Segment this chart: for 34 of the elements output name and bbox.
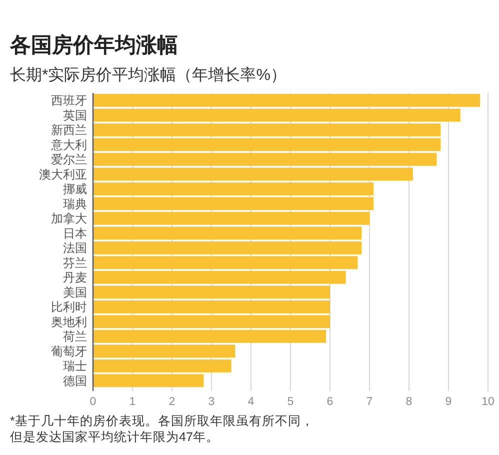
category-label: 日本	[63, 226, 87, 240]
subtitle: 长期*实际房价平均涨幅（年增长率%）	[10, 67, 286, 84]
category-label: 荷兰	[63, 330, 87, 344]
xtick-label: 9	[445, 396, 452, 408]
xtick-label: 5	[287, 396, 294, 408]
xtick-label: 6	[326, 396, 334, 408]
xtick-label: 4	[248, 396, 254, 408]
category-label: 瑞士	[63, 359, 87, 374]
xtick-label: 10	[482, 396, 494, 408]
category-label: 奥地利	[51, 314, 87, 329]
category-label: 芬兰	[63, 256, 87, 270]
category-label: 比利时	[51, 300, 87, 314]
xtick-label: 3	[208, 396, 215, 408]
xtick-label: 7	[366, 396, 373, 408]
category-label: 爱尔兰	[51, 152, 87, 167]
category-label: 英国	[63, 108, 87, 122]
category-label: 西班牙	[51, 94, 87, 108]
category-label: 美国	[63, 285, 87, 300]
category-label: 澳大利亚	[39, 167, 87, 182]
category-label: 挪威	[63, 182, 87, 196]
category-label: 葡萄牙	[51, 344, 87, 358]
xtick-label: 0	[90, 396, 96, 408]
category-label: 丹麦	[63, 270, 87, 285]
xtick-label: 2	[168, 396, 176, 408]
title: 各国房价年均涨幅	[10, 34, 178, 57]
category-label: 法国	[63, 241, 87, 256]
annotation: *基于几十年的房价表现。各国所取年限虽有所不同，但是发达国家平均统计年限为47年。	[10, 414, 314, 444]
category-label: 意大利	[51, 138, 87, 152]
category-label: 瑞典	[63, 196, 87, 211]
category-label: 新西兰	[51, 123, 87, 138]
xtick-label: 8	[406, 396, 412, 408]
xtick-label: 1	[129, 396, 136, 408]
category-label: 德国	[63, 374, 87, 388]
category-label: 加拿大	[51, 212, 87, 226]
